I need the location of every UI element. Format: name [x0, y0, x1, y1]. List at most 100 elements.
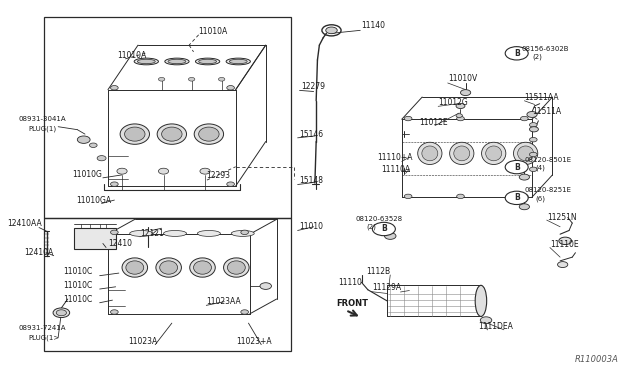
Ellipse shape — [481, 142, 506, 164]
Text: B: B — [514, 163, 520, 171]
Ellipse shape — [189, 258, 215, 277]
Text: 11023AA: 11023AA — [206, 298, 241, 307]
Text: B: B — [514, 49, 520, 58]
Text: 11010C: 11010C — [63, 281, 93, 290]
Circle shape — [53, 308, 70, 318]
Ellipse shape — [513, 142, 538, 164]
Text: 11010A: 11010A — [198, 27, 228, 36]
Circle shape — [372, 222, 396, 235]
Text: 11140: 11140 — [362, 21, 385, 31]
Circle shape — [461, 90, 470, 96]
Circle shape — [557, 262, 568, 267]
Circle shape — [97, 155, 106, 161]
Text: 11110+A: 11110+A — [378, 153, 413, 161]
Text: 11251N: 11251N — [547, 212, 577, 222]
Circle shape — [200, 168, 210, 174]
Circle shape — [519, 204, 529, 210]
Text: 11511AA: 11511AA — [524, 93, 559, 102]
Circle shape — [457, 194, 465, 199]
Ellipse shape — [160, 261, 177, 274]
Circle shape — [159, 77, 165, 81]
Text: 11511A: 11511A — [532, 108, 561, 116]
Circle shape — [505, 46, 528, 60]
Text: 11110A: 11110A — [381, 165, 410, 174]
Text: 11012G: 11012G — [438, 98, 468, 107]
Ellipse shape — [227, 261, 245, 274]
Text: B: B — [381, 224, 387, 234]
Text: R110003A: R110003A — [575, 355, 619, 364]
Text: 1112B: 1112B — [366, 267, 390, 276]
Ellipse shape — [450, 142, 474, 164]
Text: (6): (6) — [536, 195, 546, 202]
Ellipse shape — [168, 59, 186, 64]
Circle shape — [111, 310, 118, 314]
Text: 11010A: 11010A — [118, 51, 147, 60]
Ellipse shape — [125, 127, 145, 141]
Circle shape — [326, 27, 337, 34]
Ellipse shape — [197, 231, 220, 236]
Ellipse shape — [229, 59, 247, 64]
Ellipse shape — [198, 59, 216, 64]
Text: 11010C: 11010C — [63, 295, 93, 304]
Circle shape — [90, 143, 97, 147]
Text: 11110: 11110 — [338, 278, 362, 287]
Ellipse shape — [418, 142, 442, 164]
Circle shape — [505, 160, 528, 174]
Text: 11012E: 11012E — [420, 118, 448, 127]
Text: 11023A: 11023A — [129, 337, 157, 346]
Text: 12410: 12410 — [108, 239, 132, 248]
Circle shape — [111, 182, 118, 186]
Text: 11010C: 11010C — [63, 267, 93, 276]
Bar — [74, 228, 116, 249]
Text: (2): (2) — [532, 54, 542, 60]
Ellipse shape — [486, 146, 502, 161]
Circle shape — [241, 310, 248, 314]
Text: 15146: 15146 — [299, 129, 323, 138]
Ellipse shape — [226, 58, 250, 65]
Circle shape — [480, 317, 492, 324]
Circle shape — [159, 168, 169, 174]
Ellipse shape — [231, 231, 254, 236]
Text: PLUG(1): PLUG(1) — [29, 126, 57, 132]
Circle shape — [559, 237, 572, 244]
Circle shape — [404, 194, 412, 199]
Circle shape — [117, 168, 127, 174]
Text: B: B — [514, 193, 520, 202]
Text: (4): (4) — [536, 165, 546, 171]
Text: PLUG(1>: PLUG(1> — [29, 334, 60, 340]
Circle shape — [241, 230, 248, 235]
Ellipse shape — [138, 59, 156, 64]
Ellipse shape — [195, 58, 220, 65]
Text: 11010V: 11010V — [448, 74, 477, 83]
Text: 12279: 12279 — [301, 82, 325, 91]
Bar — [44, 17, 291, 218]
Ellipse shape — [165, 58, 189, 65]
Circle shape — [260, 283, 271, 289]
Text: 12121: 12121 — [140, 229, 164, 238]
Circle shape — [56, 310, 67, 316]
Text: 08931-3041A: 08931-3041A — [19, 116, 66, 122]
Circle shape — [77, 136, 90, 143]
Text: 11010: 11010 — [299, 222, 323, 231]
Circle shape — [457, 116, 465, 121]
Circle shape — [529, 137, 537, 142]
Ellipse shape — [126, 261, 144, 274]
Text: 12410AA: 12410AA — [7, 218, 42, 228]
Text: 11023+A: 11023+A — [236, 337, 271, 346]
Circle shape — [456, 103, 465, 109]
Text: 08931-7241A: 08931-7241A — [19, 324, 66, 331]
Text: 08156-6302B: 08156-6302B — [522, 46, 570, 52]
Circle shape — [520, 116, 528, 121]
Circle shape — [529, 152, 537, 157]
Circle shape — [520, 194, 528, 199]
Ellipse shape — [156, 258, 181, 277]
Circle shape — [456, 114, 463, 118]
Circle shape — [227, 182, 234, 186]
Text: FRONT: FRONT — [336, 299, 368, 308]
Ellipse shape — [134, 58, 159, 65]
Ellipse shape — [198, 127, 219, 141]
Text: 11010G: 11010G — [72, 170, 102, 179]
Text: (2): (2) — [367, 224, 376, 231]
Ellipse shape — [130, 231, 153, 236]
Text: 08120-8501E: 08120-8501E — [524, 157, 572, 163]
